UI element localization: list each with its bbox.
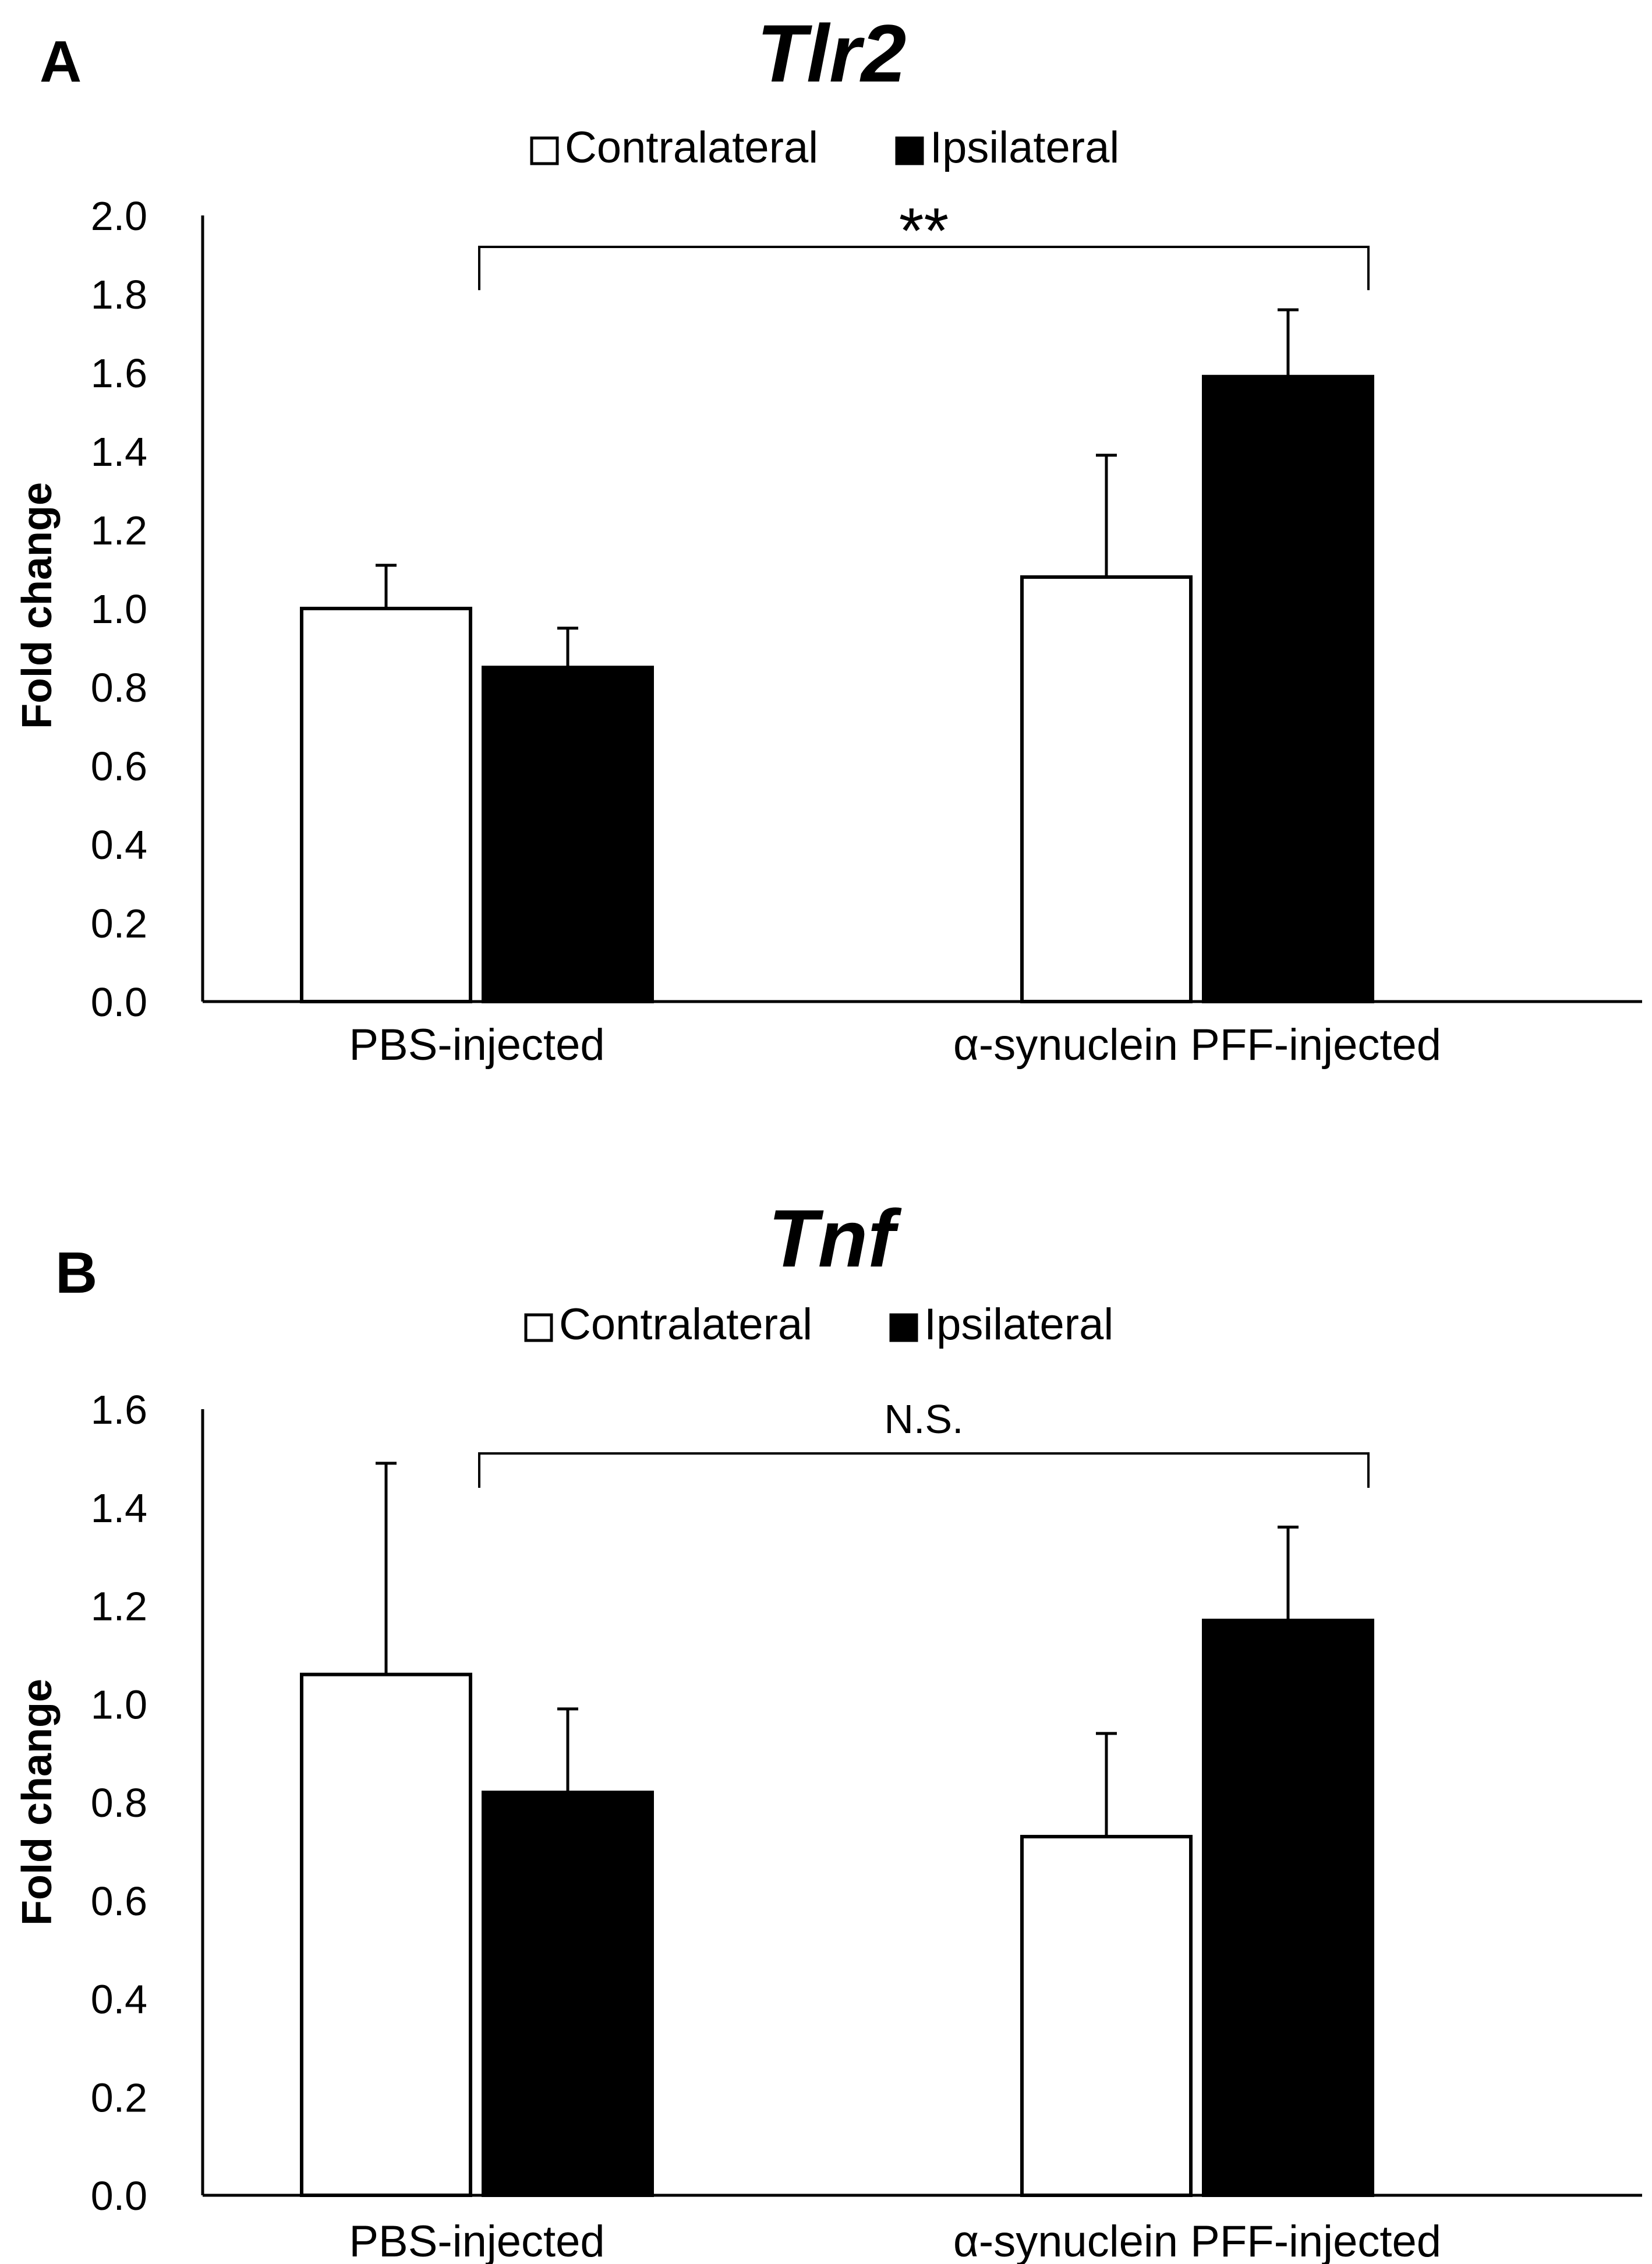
y-tick-label-a: 1.8 xyxy=(91,272,147,317)
y-tick-label-a: 0.2 xyxy=(91,901,147,946)
y-tick-label-b: 1.2 xyxy=(91,1584,147,1629)
bar-ipsilateral-b xyxy=(1202,1618,1374,2197)
panel-a: A Tlr2 Contralateral Ipsilateral Fold ch… xyxy=(14,8,1642,1070)
significance-label-a: ** xyxy=(899,195,949,267)
y-tick-label-a: 1.2 xyxy=(91,508,147,553)
y-tick-label-a: 1.0 xyxy=(91,586,147,632)
chart-title-a: Tlr2 xyxy=(757,8,907,99)
bar-contralateral-b xyxy=(1020,1835,1193,2197)
y-tick-label-a: 0.0 xyxy=(91,979,147,1025)
significance-a: ** xyxy=(478,195,1370,291)
legend-swatch-ipsilateral-a xyxy=(895,136,924,165)
y-tick-label-b: 0.0 xyxy=(91,2173,147,2219)
y-tick-label-b: 1.6 xyxy=(91,1387,147,1432)
y-tick-label-b: 0.2 xyxy=(91,2075,147,2120)
bars-b xyxy=(300,1462,1374,2197)
legend-label-contralateral-b: Contralateral xyxy=(559,1300,812,1349)
significance-b: N.S. xyxy=(478,1396,1370,1488)
category-label-b: PBS-injected xyxy=(349,2217,604,2264)
bar-contralateral-b xyxy=(300,1672,472,2197)
legend-swatch-ipsilateral-b xyxy=(889,1313,918,1342)
y-tick-label-a: 1.4 xyxy=(91,429,147,475)
significance-label-b: N.S. xyxy=(884,1396,963,1442)
bar-ipsilateral-a xyxy=(1202,374,1374,1003)
category-label-a: PBS-injected xyxy=(349,1020,604,1070)
legend-b: Contralateral Ipsilateral xyxy=(524,1300,1113,1349)
y-tick-label-a: 0.6 xyxy=(91,744,147,789)
y-tick-label-a: 0.8 xyxy=(91,665,147,710)
y-tick-label-a: 2.0 xyxy=(91,193,147,239)
category-label-b: α-synuclein PFF-injected xyxy=(953,2217,1441,2264)
panel-b: B Tnf Contralateral Ipsilateral Fold cha… xyxy=(14,1193,1642,2264)
y-tick-label-a: 1.6 xyxy=(91,351,147,396)
bar-ipsilateral-a xyxy=(482,666,654,1003)
y-tick-label-b: 0.6 xyxy=(91,1879,147,1924)
bar-contralateral-a xyxy=(1020,575,1193,1003)
significance-bracket-a xyxy=(478,246,1370,291)
y-tick-label-b: 0.8 xyxy=(91,1780,147,1826)
y-tick-label-b: 1.0 xyxy=(91,1682,147,1727)
y-tick-label-b: 0.4 xyxy=(91,1977,147,2022)
y-tick-label-a: 0.4 xyxy=(91,822,147,868)
category-label-a: α-synuclein PFF-injected xyxy=(953,1020,1441,1070)
y-tick-label-b: 1.4 xyxy=(91,1485,147,1531)
legend-label-contralateral-a: Contralateral xyxy=(565,123,818,172)
significance-bracket-b xyxy=(478,1452,1370,1488)
y-axis-label-a: Fold change xyxy=(14,482,61,729)
y-axis-label-b: Fold change xyxy=(14,1679,61,1926)
legend-a: Contralateral Ipsilateral xyxy=(530,123,1119,172)
legend-swatch-contralateral-a xyxy=(530,136,559,165)
axes-a: 0.0 0.2 0.4 0.6 0.8 1.0 1.2 1.4 1.6 1.8 2.0 PBS-inj… xyxy=(91,193,1642,1070)
chart-title-b: Tnf xyxy=(768,1193,902,1284)
panel-letter-a: A xyxy=(40,29,82,94)
bar-ipsilateral-b xyxy=(482,1791,654,2197)
bars-a xyxy=(300,308,1374,1003)
panel-letter-b: B xyxy=(55,1240,97,1306)
legend-label-ipsilateral-b: Ipsilateral xyxy=(924,1300,1113,1349)
bar-contralateral-a xyxy=(300,607,472,1003)
legend-label-ipsilateral-a: Ipsilateral xyxy=(930,123,1119,172)
legend-swatch-contralateral-b xyxy=(524,1313,553,1342)
axes-b: 0.0 0.2 0.4 0.6 0.8 1.0 1.2 1.4 1.6 PBS-injected α… xyxy=(91,1387,1642,2264)
